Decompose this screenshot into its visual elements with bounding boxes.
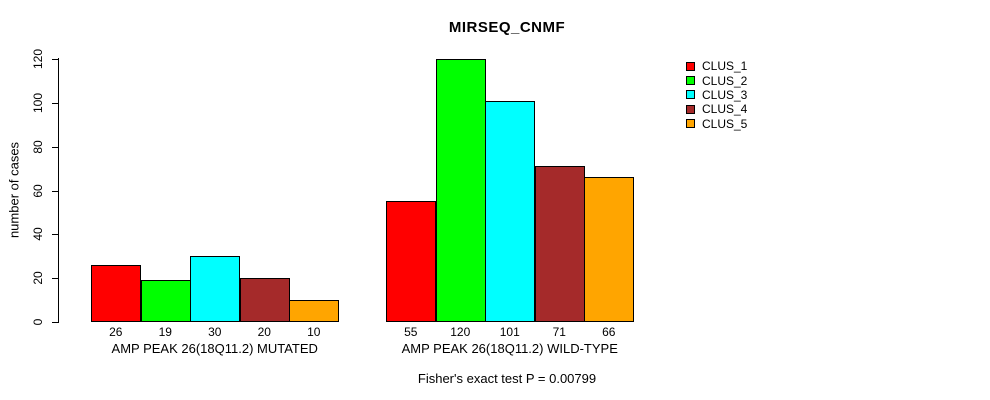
bar-value-label: 30 bbox=[208, 325, 222, 339]
legend-swatch-icon bbox=[686, 90, 695, 100]
legend-item-clus_4: CLUS_4 bbox=[686, 102, 747, 116]
bar-value-label: 26 bbox=[109, 325, 123, 339]
legend-label: CLUS_1 bbox=[702, 59, 748, 74]
bar-value-label: 66 bbox=[602, 325, 616, 339]
y-axis-tick-label: 60 bbox=[31, 183, 45, 198]
legend-label: CLUS_4 bbox=[702, 102, 748, 117]
bar-clus_4-group1 bbox=[239, 278, 290, 322]
bar-value-label: 101 bbox=[499, 325, 520, 339]
y-axis-tick bbox=[52, 102, 59, 104]
legend-item-clus_5: CLUS_5 bbox=[686, 117, 747, 131]
bar-value-label: 120 bbox=[450, 325, 471, 339]
legend-swatch-icon bbox=[686, 61, 695, 71]
bar-clus_1-group1 bbox=[91, 265, 141, 322]
y-axis-tick bbox=[52, 59, 59, 60]
y-axis-tick bbox=[52, 234, 59, 236]
bar-clus_3-group1 bbox=[190, 256, 240, 322]
bar-value-label: 55 bbox=[404, 325, 418, 339]
bar-clus_3-group2 bbox=[485, 100, 535, 322]
legend-swatch-icon bbox=[686, 119, 695, 129]
bar-clus_2-group1 bbox=[140, 280, 191, 322]
y-axis-tick-label: 80 bbox=[31, 139, 45, 154]
bar-value-label: 71 bbox=[552, 325, 566, 339]
y-axis-tick bbox=[52, 322, 59, 323]
legend: CLUS_1 CLUS_2 CLUS_3 CLUS_4 CLUS_5 bbox=[686, 59, 747, 131]
legend-label: CLUS_2 bbox=[702, 73, 748, 88]
bar-value-label: 10 bbox=[307, 325, 321, 339]
y-axis-tick bbox=[52, 190, 59, 192]
legend-label: CLUS_3 bbox=[702, 87, 748, 102]
legend-label: CLUS_5 bbox=[702, 116, 748, 131]
bar-clus_2-group2 bbox=[435, 59, 486, 322]
bar-clus_5-group2 bbox=[584, 177, 634, 322]
legend-item-clus_3: CLUS_3 bbox=[686, 88, 747, 102]
legend-swatch-icon bbox=[686, 104, 695, 114]
legend-item-clus_1: CLUS_1 bbox=[686, 59, 747, 73]
y-axis-tick-label: 100 bbox=[31, 92, 45, 113]
legend-item-clus_2: CLUS_2 bbox=[686, 73, 748, 88]
fisher-test-annotation: Fisher's exact test P = 0.00799 bbox=[417, 371, 597, 386]
group-label-1: AMP PEAK 26(18Q11.2) MUTATED bbox=[111, 341, 318, 356]
bar-clus_5-group1 bbox=[289, 300, 339, 322]
bar-clus_4-group2 bbox=[534, 166, 585, 322]
y-axis-tick-label: 40 bbox=[31, 227, 45, 242]
bar-value-label: 20 bbox=[257, 325, 271, 339]
bar-clus_1-group2 bbox=[386, 201, 436, 322]
y-axis-tick-label: 0 bbox=[31, 318, 45, 326]
y-axis-tick-label: 20 bbox=[31, 271, 45, 285]
bar-value-label: 19 bbox=[158, 325, 172, 339]
y-axis-tick bbox=[52, 278, 59, 280]
y-axis-tick-label: 120 bbox=[31, 48, 45, 70]
chart-title: MIRSEQ_CNMF bbox=[448, 19, 566, 36]
y-axis-title: number of cases bbox=[6, 141, 22, 239]
legend-swatch-icon bbox=[686, 76, 695, 86]
y-axis-tick bbox=[52, 146, 59, 148]
group-label-2: AMP PEAK 26(18Q11.2) WILD-TYPE bbox=[401, 341, 618, 356]
